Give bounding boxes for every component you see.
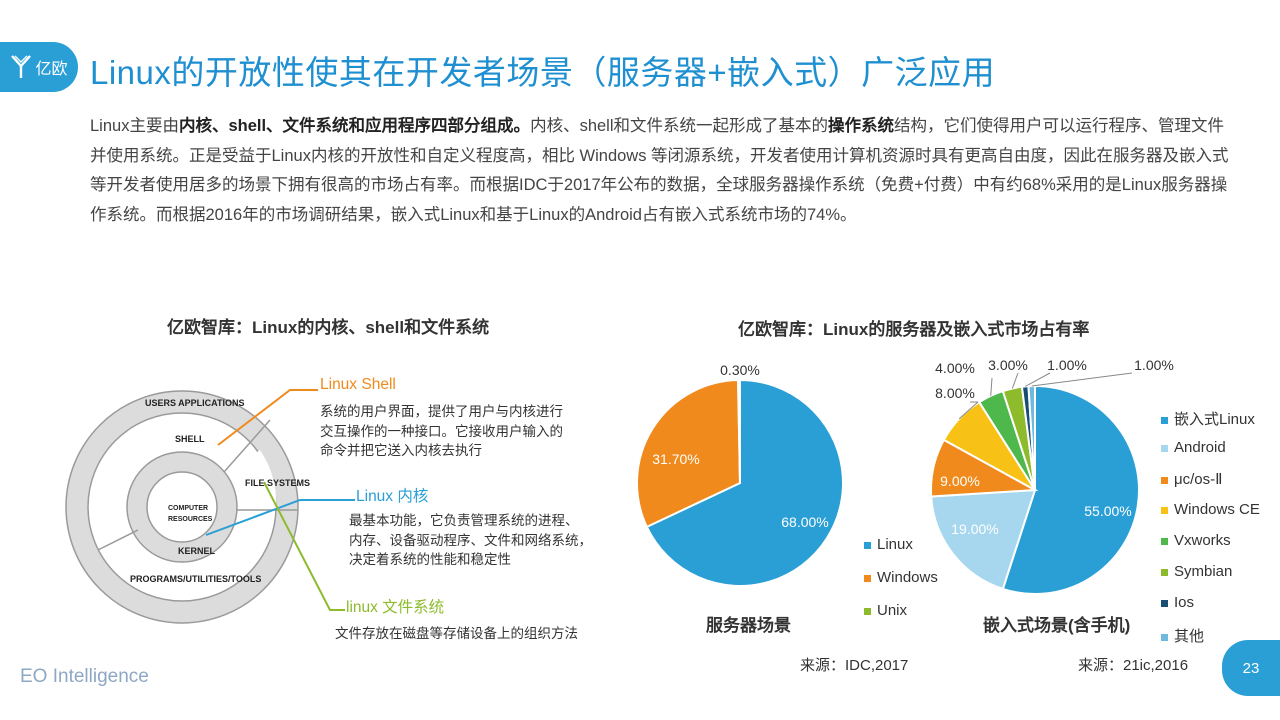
legend-swatch [1161,476,1168,484]
shell-annotation-title: Linux Shell [320,376,396,393]
legend-swatch [864,607,871,615]
pie-slice [1001,384,1140,595]
data-label: 9.00% [940,473,980,489]
legend-label: Linux [877,536,913,553]
footer-brand: EO Intelligence [20,666,149,687]
legend-item: Windows CE [1161,501,1260,518]
pie-slice [645,378,844,587]
intro-paragraph: Linux主要由内核、shell、文件系统和应用程序四部分组成。内核、shell… [90,112,1230,230]
legend-label: Unix [877,602,908,619]
legend-item: Linux [864,536,913,553]
legend-item: Unix [864,602,907,619]
legend-swatch [1161,633,1168,641]
divider-line [97,529,139,551]
legend-label: Ios [1174,594,1195,611]
data-label: 8.00% [935,385,975,401]
legend-swatch [1161,416,1168,424]
legend-swatch [1161,599,1168,607]
intro-segment: 内核、shell、文件系统和应用程序四部分组成。 [178,117,531,135]
embedded-pie-chart: 55.00% 19.00% 9.00% 8.00% 4.00% 3.00% 1.00% 1.0… [930,357,1174,595]
legend-label: μc/os-Ⅱ [1174,471,1223,488]
leader-line [990,377,993,396]
legend-label: Android [1174,439,1226,456]
server-source: 来源：IDC,2017 [800,657,909,674]
legend-label: Symbian [1174,563,1233,580]
data-label: 55.00% [1084,503,1131,519]
label-programs: PROGRAMS/UTILITIES/TOOLS [130,574,261,584]
leader-line [1011,372,1019,389]
server-pie-chart: 68.00% 31.70% 0.30% [636,362,844,587]
intro-segment: 内核、shell和文件系统一起形成了基本的 [530,117,828,135]
label-shell: SHELL [175,434,205,444]
embedded-chart-title: 嵌入式场景(含手机) [983,616,1131,635]
leader-line [1024,372,1051,387]
data-label: 0.30% [720,362,760,378]
data-label: 4.00% [935,360,975,376]
label-resources: RESOURCES [168,516,213,523]
diagram-subtitle: 亿欧智库：Linux的内核、shell和文件系统 [167,318,490,337]
pie-slice [636,378,742,529]
legend-item: 其他 [1161,625,1204,646]
embedded-source: 来源：21ic,2016 [1078,657,1189,674]
kernel-callout-line [205,499,355,536]
logo-icon [11,55,32,78]
legend-item: Ios [1161,594,1194,611]
legend-swatch [1161,537,1168,545]
pie-slice [737,378,741,484]
kernel-annotation-title: Linux 内核 [356,488,429,505]
label-file-systems: FILE SYSTEMS [245,478,310,488]
page-title: Linux的开放性使其在开发者场景（服务器+嵌入式）广泛应用 [90,54,996,91]
legend-item: Symbian [1161,563,1232,580]
pie-slice [930,488,1037,591]
label-computer: COMPUTER [168,505,208,512]
core-circle [146,471,218,543]
legend-swatch [1161,444,1168,452]
legend-label: 嵌入式Linux [1174,411,1255,428]
brand-logo: 亿欧 [0,42,78,92]
divider-line [223,419,271,473]
page-number: 23 [1222,640,1280,696]
fs-annotation-title: linux 文件系统 [346,599,445,616]
legend-item: Android [1161,439,1226,456]
data-label: 19.00% [951,521,998,537]
intro-segment: Linux主要由 [90,117,179,135]
legend-item: Windows [864,569,938,586]
shell-callout-line [217,389,318,446]
legend-swatch [864,574,871,582]
server-chart-title: 服务器场景 [706,616,791,635]
data-label: 1.00% [1134,357,1174,373]
chart-subtitle: 亿欧智库：Linux的服务器及嵌入式市场占有率 [738,320,1090,339]
shell-annotation-desc: 系统的用户界面，提供了用户与内核进行 交互操作的一种接口。它接收用户输入的 命令… [320,404,563,458]
legend-item: Vxworks [1161,532,1231,549]
legend-item: 嵌入式Linux [1161,408,1255,429]
data-label: 1.00% [1047,357,1087,373]
fs-annotation-desc: 文件存放在磁盘等存储设备上的组织方法 [335,626,578,641]
intro-segment: 操作系统 [828,117,894,135]
label-users-applications: USERS APPLICATIONS [145,398,245,408]
legend-swatch [864,541,871,549]
fs-callout-line [263,481,345,611]
data-label: 3.00% [988,357,1028,373]
intro-segment: 结构，它们使得用户可以运行程序、管理文件并使用系统。正是受益于Linux内核的开… [90,117,1229,224]
data-label: 68.00% [781,514,828,530]
legend-label: Windows CE [1174,501,1260,518]
legend-label: Windows [877,569,938,586]
legend-swatch [1161,506,1168,514]
legend-label: 其他 [1174,628,1205,645]
kernel-annotation-desc: 最基本功能，它负责管理系统的进程、 内存、设备驱动程序、文件和网络系统， 决定着… [349,513,592,567]
legend-swatch [1161,568,1168,576]
linux-architecture-diagram: USERS APPLICATIONS SHELL FILE SYSTEMS CO… [65,389,355,624]
data-label: 31.70% [652,451,699,467]
logo-text: 亿欧 [35,61,68,78]
legend-label: Vxworks [1174,532,1231,549]
label-kernel: KERNEL [178,546,216,556]
legend-item: μc/os-Ⅱ [1161,470,1223,488]
leader-line [1031,372,1133,387]
